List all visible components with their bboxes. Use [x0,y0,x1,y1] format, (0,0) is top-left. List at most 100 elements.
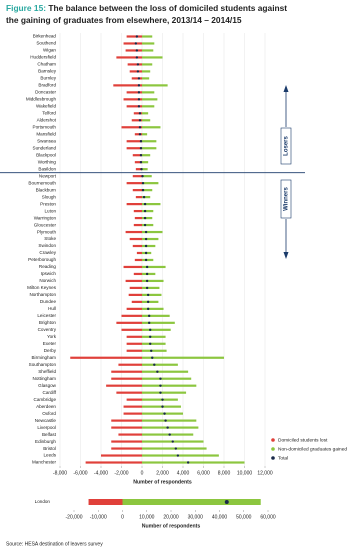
category-label: Bristol [43,446,56,451]
bar [142,77,150,80]
category-label: Huddersfield [30,55,56,60]
bar [142,126,161,129]
total-dot [135,35,139,38]
bar [123,98,142,101]
total-dot [147,321,151,325]
bar [142,223,154,227]
bar [134,216,142,220]
x-tick-label: 10,000 [139,514,155,520]
category-label: Basildon [38,166,56,171]
bar [142,328,171,331]
total-dot [141,174,144,178]
bar [133,272,142,276]
bar [127,63,142,66]
total-dot [144,244,148,248]
bar [142,216,153,220]
category-label: Gloucester [34,222,57,227]
annotation: Winners [284,187,290,211]
category-label: Hull [48,306,56,311]
bar [142,175,152,178]
bar [129,237,142,241]
bar [142,98,158,101]
x-tick-label: 2,000 [156,470,169,476]
total-dot [143,216,147,220]
total-dot [146,300,150,304]
total-dot [224,500,229,504]
category-label: Sheffield [38,369,56,374]
category-label: Coventry [38,327,57,332]
total-dot [174,447,178,450]
total-dot [161,405,164,408]
figure-label: Figure 15: [6,3,46,13]
category-label: Milton Keynes [27,285,57,290]
bar [121,126,142,129]
bar [142,63,153,66]
bar [142,265,166,269]
total-dot [144,258,148,262]
total-dot [166,426,169,429]
total-dot [176,454,180,457]
category-label: Liverpool [37,425,56,430]
bar [142,133,148,136]
bar [116,56,142,59]
total-dot [139,154,143,157]
category-label: Norwich [39,278,56,283]
total-dot [139,161,143,164]
category-label: Leicester [37,313,56,318]
bar [142,230,163,234]
bar [126,398,142,401]
bar [134,133,142,136]
category-label: Blackburn [36,187,57,192]
total-dot [141,188,145,192]
category-label: Edinburgh [35,439,56,444]
category-label: Nottingham [33,376,57,381]
category-label: Luton [45,208,57,213]
total-dot [137,77,141,80]
bar [125,279,142,283]
arrow-head [283,85,289,92]
bar [126,147,142,150]
annotation-box [280,179,292,219]
bar [133,209,142,213]
category-label: Brighton [39,320,57,325]
x-tick-label: -4,000 [94,470,108,476]
total-dot [138,112,142,115]
total-dot [151,356,154,359]
category-label: Belfast [42,432,57,437]
total-dot [186,461,190,464]
bar [134,258,142,262]
bar [142,370,189,373]
bar [123,412,142,415]
total-dot [143,223,147,227]
x-tick-label: 12,000 [257,470,273,476]
total-dot [137,91,141,94]
category-label: Preston [40,201,56,206]
bar [123,405,142,408]
bar [142,279,164,283]
category-label: Swindon [38,243,56,248]
bar [142,272,156,276]
category-label: Aberdeen [36,404,56,409]
bar [129,70,142,73]
arrow-head [283,252,289,259]
bar [142,398,178,401]
category-label: Crawley [39,250,56,255]
bar [142,147,157,150]
total-dot [138,119,142,122]
total-dot [144,237,148,241]
x-axis-label: Number of respondents [142,523,201,529]
category-label: Worthing [38,159,57,164]
title-line-1: The balance between the loss of domicile… [48,3,287,13]
bar [135,196,142,199]
total-dot [140,167,143,171]
bar [106,384,142,387]
total-dot [138,126,142,129]
total-dot [143,202,147,206]
bar [116,391,142,394]
bar [131,300,142,303]
x-tick-label: 60,000 [260,514,276,520]
legend-marker [271,447,275,451]
category-label: Birmingham [31,355,56,360]
